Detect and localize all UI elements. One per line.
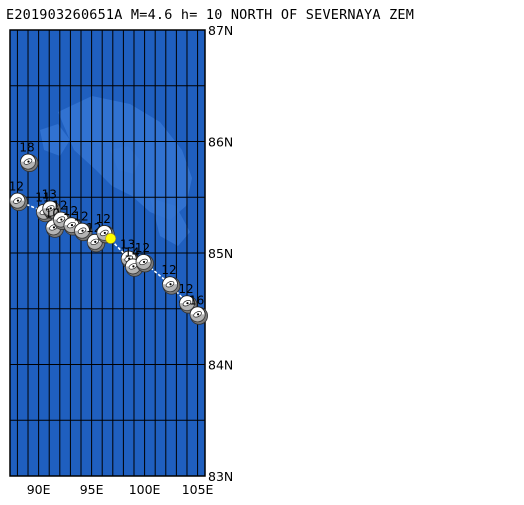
event-depth-label: 11: [35, 191, 50, 205]
beachball-center: [186, 302, 189, 305]
longitude-label: 105E: [182, 482, 214, 497]
event-marker: 16: [189, 293, 208, 325]
event-depth-label: 12: [73, 210, 88, 224]
event-depth-label: 12: [96, 212, 111, 226]
shelf-region-3: [40, 124, 70, 156]
event-depth-label: 12: [63, 204, 78, 218]
shelf-region-1: [110, 146, 140, 174]
beachball-center: [70, 224, 74, 227]
latitude-label: 85N: [208, 246, 233, 261]
beachball-center: [132, 265, 135, 268]
beachball-center: [49, 207, 52, 210]
event-marker: 12: [161, 263, 181, 295]
event-depth-label: 12: [52, 199, 67, 213]
beachball-center: [142, 260, 146, 264]
longitude-label: 100E: [129, 482, 161, 497]
beachball-center: [169, 283, 172, 286]
latitude-label: 87N: [208, 23, 233, 38]
event-marker: 12: [9, 180, 28, 211]
beachball-center: [60, 218, 63, 221]
latitude-label: 86N: [208, 135, 233, 150]
event-depth-label: 12: [9, 180, 24, 194]
beachball-center: [196, 313, 200, 316]
event-depth-label: 13: [42, 187, 57, 201]
map-grid: [9, 29, 206, 477]
event-marker: 12: [73, 210, 93, 242]
beachball-center: [103, 231, 106, 235]
event-depth-label: 18: [19, 141, 34, 155]
event-title: E201903260651A M=4.6 h= 10 NORTH OF SEVE…: [6, 7, 415, 23]
beachball-center: [81, 229, 84, 232]
beachball-center: [16, 199, 20, 202]
shelf-region-2: [150, 198, 190, 246]
beachball-center: [94, 240, 97, 243]
event-depth-label: 13: [120, 238, 135, 252]
axis-labels: 87N 86N 85N 84N 83N 90E 95E 100E 105E: [27, 23, 234, 497]
event-depth-label: 14: [124, 245, 139, 259]
latitude-label: 84N: [208, 358, 233, 373]
map-border: [9, 29, 206, 477]
longitude-label: 90E: [27, 482, 51, 497]
event-depth-label: 16: [189, 293, 204, 307]
event-depth-label: 12: [135, 241, 150, 255]
event-depth-label: 12: [161, 263, 176, 277]
longitude-label: 95E: [80, 482, 104, 497]
event-marker: 12: [135, 241, 154, 273]
beachball-center: [27, 160, 30, 163]
epicenter-dot: [105, 233, 116, 244]
event-marker: 12: [178, 282, 198, 314]
latitude-label: 83N: [208, 469, 233, 484]
event-marker: 18: [19, 141, 39, 172]
event-marker: 12: [52, 199, 72, 230]
epicenter-marker: [105, 233, 116, 244]
beachball-center: [52, 226, 56, 229]
event-depth-label: 12: [178, 282, 193, 296]
